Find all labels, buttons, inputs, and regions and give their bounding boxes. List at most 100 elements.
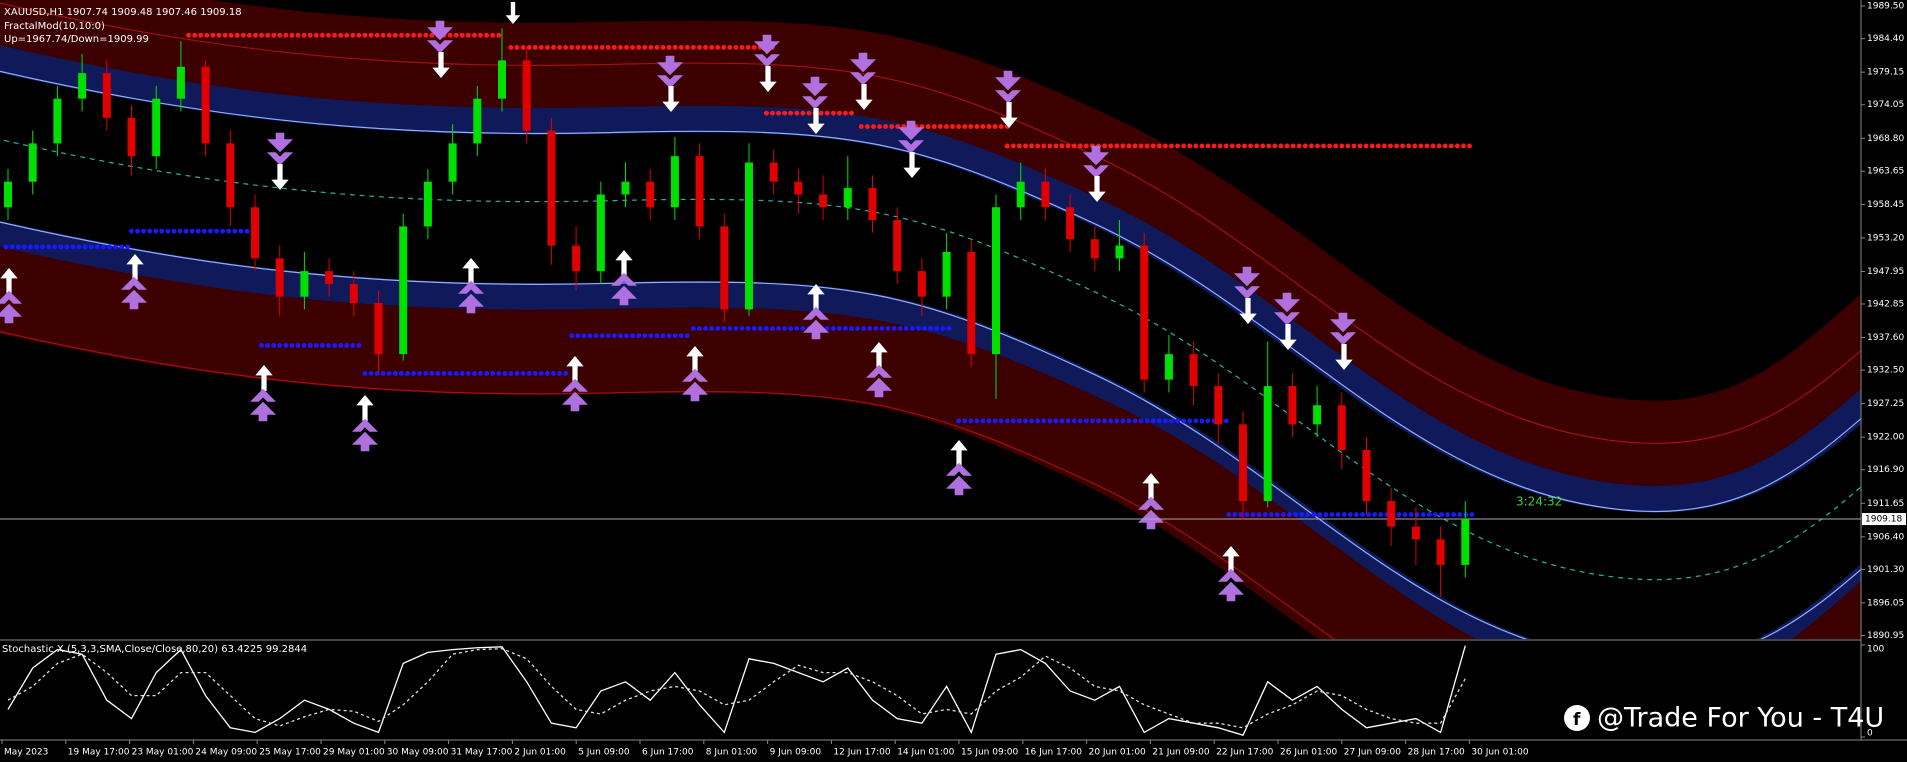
x-tick-label: 2 Jun 01:00 bbox=[514, 748, 566, 758]
watermark-text: @Trade For You - T4U bbox=[1597, 703, 1884, 734]
y-tick-label: 1942.85 bbox=[1867, 300, 1904, 310]
x-tick-label: 9 Jun 09:00 bbox=[770, 748, 822, 758]
x-tick-label: 12 Jun 17:00 bbox=[833, 748, 890, 758]
candle-body bbox=[745, 162, 753, 310]
y-tick-label: 1906.40 bbox=[1867, 532, 1904, 542]
candle-body bbox=[1090, 239, 1099, 259]
y-tick-label: 1989.50 bbox=[1867, 2, 1904, 12]
candle-body bbox=[28, 143, 37, 182]
candle-body bbox=[275, 258, 284, 297]
fractal-levels bbox=[3, 32, 1479, 518]
y-tick-label: 1984.40 bbox=[1867, 34, 1904, 44]
x-tick-label: 30 Jun 01:00 bbox=[1471, 748, 1528, 758]
x-tick-label: 19 May 17:00 bbox=[68, 748, 130, 758]
y-tick-label: 1958.45 bbox=[1867, 200, 1904, 210]
candle-body bbox=[374, 303, 383, 355]
candle-body bbox=[670, 156, 679, 208]
candle-body bbox=[695, 156, 704, 227]
x-tick-label: 29 May 01:00 bbox=[323, 748, 385, 758]
y-tick-label: 1947.95 bbox=[1867, 267, 1904, 277]
y-tick-label: 1963.65 bbox=[1867, 167, 1904, 177]
y-tick-label: 1896.05 bbox=[1867, 598, 1904, 608]
y-tick-label: 1968.80 bbox=[1867, 134, 1904, 144]
candle-body bbox=[226, 143, 235, 208]
candle-body bbox=[1387, 501, 1396, 527]
candle-body bbox=[868, 188, 877, 221]
y-tick-label: 1937.60 bbox=[1867, 333, 1904, 343]
x-tick-label: 14 Jun 01:00 bbox=[897, 748, 954, 758]
candle-body bbox=[547, 130, 556, 246]
x-tick-label: 15 Jun 09:00 bbox=[961, 748, 1018, 758]
candle-body bbox=[720, 226, 729, 310]
x-tick-label: 24 May 09:00 bbox=[195, 748, 257, 758]
candle-body bbox=[1288, 386, 1297, 425]
x-tick-label: May 2023 bbox=[4, 748, 48, 758]
x-tick-label: 6 Jun 17:00 bbox=[642, 748, 694, 758]
candle-body bbox=[1140, 245, 1149, 380]
candle-body bbox=[349, 283, 358, 304]
candle-body bbox=[152, 98, 161, 157]
candle-body bbox=[621, 181, 630, 195]
candle-body bbox=[572, 245, 581, 272]
candle-body bbox=[498, 60, 506, 99]
y-tick-label: 1953.20 bbox=[1867, 233, 1904, 243]
candle-body bbox=[1461, 519, 1470, 565]
last-price-label: 1909.18 bbox=[1865, 515, 1902, 525]
candle-body bbox=[448, 143, 457, 182]
candle-body bbox=[127, 117, 136, 157]
candle-body bbox=[1115, 245, 1124, 259]
x-tick-label: 30 May 09:00 bbox=[387, 748, 449, 758]
candle-body bbox=[1337, 405, 1346, 450]
x-tick-label: 22 Jun 17:00 bbox=[1216, 748, 1273, 758]
candle-body bbox=[967, 251, 976, 355]
candle-body bbox=[769, 162, 778, 182]
x-tick-label: 31 May 17:00 bbox=[451, 748, 513, 758]
candle-body bbox=[423, 181, 432, 227]
candle-body bbox=[1164, 354, 1173, 380]
candle-body bbox=[300, 271, 309, 297]
candle-body bbox=[1066, 207, 1075, 240]
x-tick-label: 8 Jun 01:00 bbox=[706, 748, 758, 758]
y-tick-label: 1974.05 bbox=[1867, 100, 1904, 110]
candle-body bbox=[843, 188, 852, 208]
y-tick-label: 1890.95 bbox=[1867, 631, 1904, 641]
candle-body bbox=[1041, 181, 1050, 208]
candle-body bbox=[325, 271, 334, 284]
candle-body bbox=[176, 66, 185, 99]
y-tick-label: 1927.25 bbox=[1867, 399, 1904, 409]
candle-body bbox=[893, 220, 902, 272]
x-tick-label: 16 Jun 17:00 bbox=[1025, 748, 1082, 758]
y-tick-label: 1911.65 bbox=[1867, 499, 1904, 509]
y-tick-label: 1932.50 bbox=[1867, 366, 1904, 376]
x-tick-label: 21 Jun 09:00 bbox=[1152, 748, 1209, 758]
candle-body bbox=[1362, 449, 1371, 502]
stochastic-line bbox=[7, 648, 1466, 729]
candle-body bbox=[201, 66, 210, 144]
x-tick-label: 23 May 01:00 bbox=[132, 748, 194, 758]
candle-body bbox=[1436, 539, 1445, 565]
candle-body bbox=[473, 98, 482, 144]
candle-body bbox=[1214, 386, 1223, 425]
candle-body bbox=[522, 60, 531, 131]
candle-body bbox=[399, 226, 408, 355]
indicator-label: Up=1967.74/Down=1909.99 bbox=[4, 34, 149, 45]
x-tick-label: 20 Jun 01:00 bbox=[1089, 748, 1146, 758]
candle-body bbox=[596, 194, 605, 272]
bar-timer: 3:24:32 bbox=[1516, 495, 1562, 509]
facebook-icon bbox=[1564, 705, 1590, 731]
watermark: f @Trade For You - T4U bbox=[1564, 703, 1884, 734]
candle-body bbox=[4, 181, 12, 208]
y-tick-label: 1979.15 bbox=[1867, 68, 1904, 78]
candle-body bbox=[78, 73, 87, 99]
stochastic-title: Stochastic X (5,3,3,SMA,Close/Close,80,2… bbox=[2, 644, 307, 655]
candle-body bbox=[794, 181, 803, 195]
candle-body bbox=[1263, 386, 1272, 502]
y-tick-label: 0 bbox=[1867, 729, 1873, 739]
candle-body bbox=[646, 181, 655, 208]
y-tick-label: 1916.90 bbox=[1867, 465, 1904, 475]
x-tick-label: 25 May 17:00 bbox=[259, 748, 321, 758]
candle-body bbox=[1239, 424, 1247, 502]
candle-body bbox=[1189, 354, 1198, 387]
y-tick-label: 100 bbox=[1867, 645, 1884, 655]
